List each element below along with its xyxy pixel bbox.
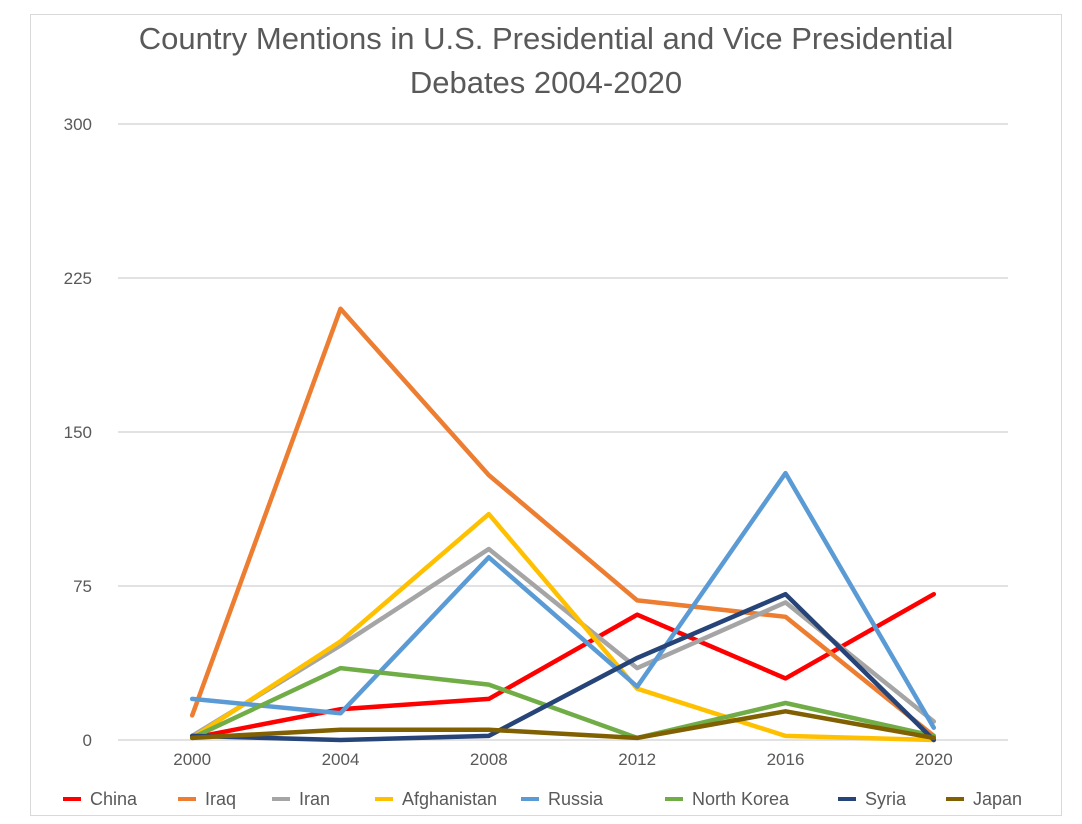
series-line-syria	[189, 591, 937, 743]
series-line-north-korea	[189, 665, 937, 741]
legend-label-north-korea: North Korea	[692, 789, 790, 809]
x-tick-label: 2012	[618, 750, 656, 769]
x-tick-label: 2008	[470, 750, 508, 769]
legend-label-iraq: Iraq	[205, 789, 236, 809]
x-axis-ticks: 2000 2004 2008 2012 2016 2020	[173, 750, 952, 769]
y-tick-label: 150	[64, 423, 92, 442]
y-tick-label: 75	[73, 577, 92, 596]
y-tick-label: 225	[64, 269, 92, 288]
y-axis-ticks: 0 75 150 225 300	[64, 115, 92, 750]
x-tick-label: 2016	[767, 750, 805, 769]
legend-label-japan: Japan	[973, 789, 1022, 809]
y-tick-label: 300	[64, 115, 92, 134]
chart-title-line-2: Debates 2004-2020	[409, 65, 683, 100]
series-line-afghanistan	[189, 511, 937, 743]
legend-label-china: China	[90, 789, 138, 809]
x-tick-label: 2004	[322, 750, 360, 769]
chart-title-line-1: Country Mentions in U.S. Presidential an…	[138, 21, 954, 56]
legend: China Iraq Iran Afghanistan Russia North Kore…	[63, 789, 1022, 809]
legend-label-iran: Iran	[299, 789, 330, 809]
y-tick-label: 0	[83, 731, 92, 750]
series-line-china	[189, 591, 937, 741]
x-tick-label: 2000	[173, 750, 211, 769]
gridlines	[118, 123, 1008, 741]
x-tick-label: 2020	[915, 750, 953, 769]
series-line-iraq	[189, 306, 937, 739]
series-line-japan	[189, 709, 937, 741]
series-line-iran	[189, 546, 937, 739]
legend-label-syria: Syria	[865, 789, 907, 809]
series-lines	[189, 306, 937, 743]
legend-label-russia: Russia	[548, 789, 604, 809]
series-line-russia	[189, 470, 937, 730]
legend-label-afghanistan: Afghanistan	[402, 789, 497, 809]
